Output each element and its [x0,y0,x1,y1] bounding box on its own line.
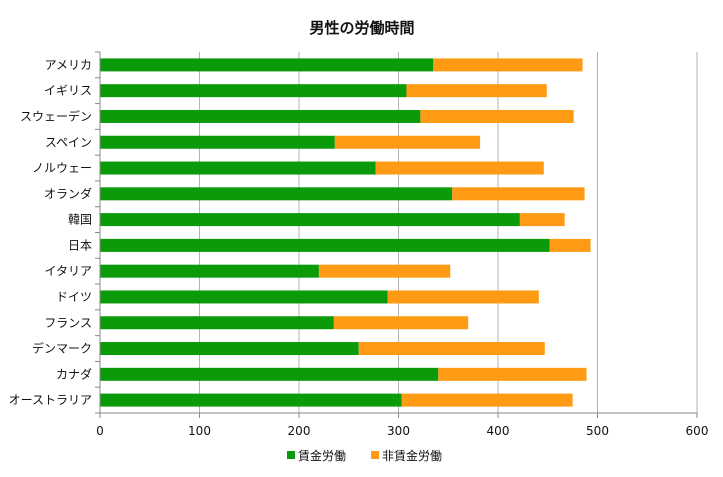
category-label: イタリア [44,264,92,278]
x-tick-label: 300 [387,424,410,438]
bar-paid-5 [100,187,453,201]
category-label: スウェーデン [20,108,92,123]
bar-paid-13 [100,393,402,407]
bar-unpaid-12 [438,367,587,381]
bar-unpaid-5 [452,187,585,201]
bar-paid-7 [100,238,550,252]
bar-paid-3 [100,135,335,149]
bar-unpaid-8 [318,264,451,278]
bar-unpaid-1 [406,84,547,98]
bar-paid-4 [100,161,376,175]
x-tick-label: 100 [188,424,211,438]
bar-paid-12 [100,367,439,381]
bar-paid-0 [100,58,434,72]
x-tick-label: 400 [487,424,510,438]
bar-paid-11 [100,342,359,356]
category-label: オランダ [44,186,92,201]
category-label: デンマーク [32,341,92,356]
legend-swatch [287,451,295,459]
bar-unpaid-0 [433,58,583,72]
category-label: 日本 [68,238,92,252]
bar-paid-2 [100,109,421,123]
category-label: アメリカ [45,58,92,72]
bar-unpaid-11 [358,342,545,356]
bars [100,58,591,407]
category-label: オーストラリア [9,393,92,407]
bar-paid-1 [100,84,407,98]
x-tick-label: 200 [288,424,311,438]
category-label: フランス [44,316,92,330]
x-tick-label: 0 [96,424,104,438]
category-label: ドイツ [56,290,92,304]
bar-unpaid-3 [334,135,481,149]
legend-label: 賃金労働 [298,448,346,463]
legend-label: 非賃金労働 [382,448,442,463]
bar-unpaid-7 [549,238,591,252]
category-label: スペイン [45,135,92,149]
bar-paid-6 [100,213,520,227]
grid-lines [199,52,698,413]
category-label: イギリス [44,84,92,98]
bar-unpaid-13 [401,393,573,407]
bar-unpaid-10 [333,316,469,330]
legend: 賃金労働 非賃金労働 [287,448,442,463]
bar-paid-9 [100,290,388,304]
chart-title: 男性の労働時間 [309,19,414,37]
bar-paid-10 [100,316,334,330]
bar-unpaid-9 [387,290,539,304]
legend-swatch [371,451,379,459]
bar-paid-8 [100,264,319,278]
category-label: カナダ [56,366,92,381]
x-tick-label: 500 [586,424,609,438]
bar-unpaid-6 [519,213,565,227]
category-label: ノルウェー [32,161,92,175]
category-label: 韓国 [68,213,92,227]
x-tick-label: 600 [686,424,709,438]
bar-unpaid-2 [420,109,574,123]
bar-unpaid-4 [375,161,544,175]
axes: 0 100 200 300 400 500 600 アメリカイギリススウェーデンスペインノルウ… [9,51,709,438]
